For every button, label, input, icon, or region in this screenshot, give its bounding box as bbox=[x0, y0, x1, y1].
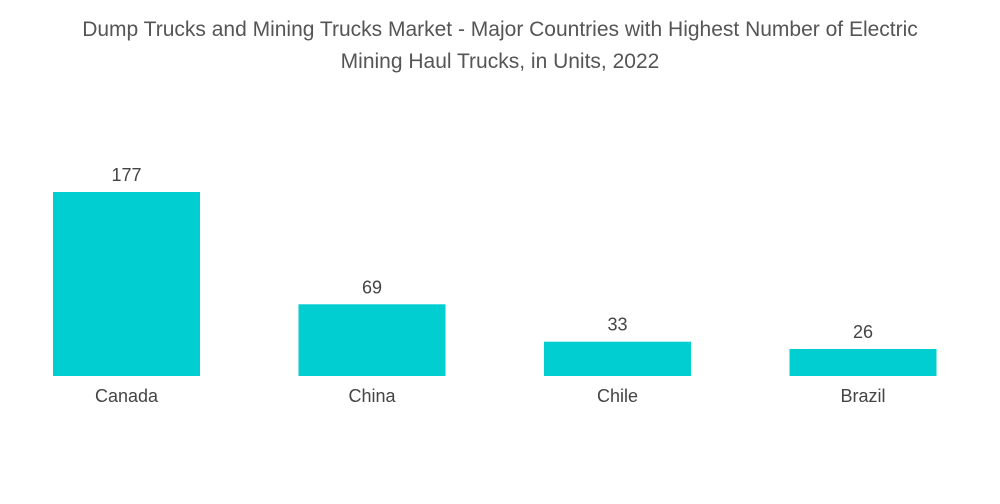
chart-title: Dump Trucks and Mining Trucks Market - M… bbox=[0, 14, 1000, 78]
bar-chile bbox=[544, 341, 691, 376]
bar-brazil bbox=[789, 349, 937, 376]
data-label-chile: 33 bbox=[607, 315, 627, 335]
chart-title-line-1: Dump Trucks and Mining Trucks Market - M… bbox=[82, 18, 918, 41]
x-tick-label-brazil: Brazil bbox=[840, 386, 885, 406]
bar-canada bbox=[53, 192, 200, 376]
x-tick-label-canada: Canada bbox=[95, 386, 159, 406]
x-tick-label-china: China bbox=[348, 386, 396, 406]
data-label-china: 69 bbox=[362, 277, 382, 297]
bar-china bbox=[298, 304, 446, 376]
chart-title-line-2: Mining Haul Trucks, in Units, 2022 bbox=[340, 50, 660, 73]
data-label-canada: 177 bbox=[111, 165, 141, 185]
x-tick-label-chile: Chile bbox=[597, 386, 638, 406]
data-label-brazil: 26 bbox=[853, 322, 873, 342]
